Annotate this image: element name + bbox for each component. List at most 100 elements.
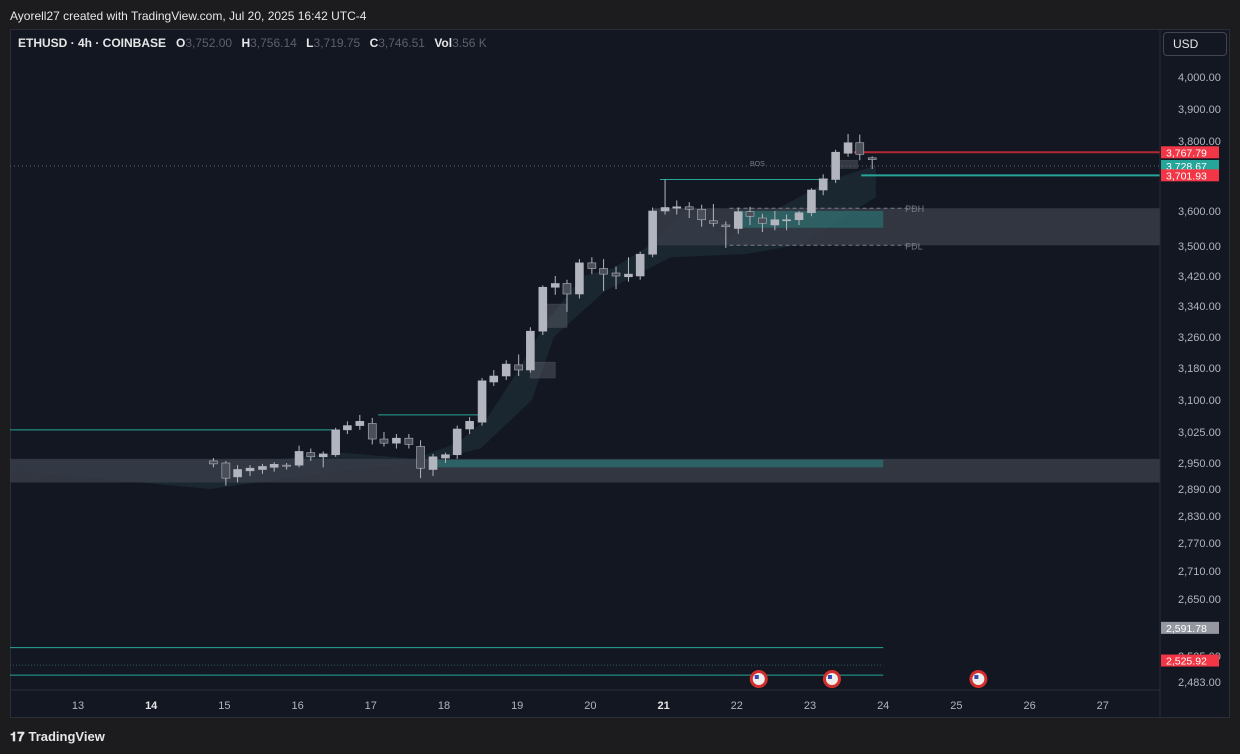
candle-body (782, 219, 791, 222)
price-badge-label: 2,591.78 (1166, 623, 1207, 635)
candle-body (794, 212, 804, 221)
candle-body (624, 273, 633, 278)
y-tick-label: 3,100.00 (1178, 395, 1221, 407)
y-tick-label: 3,900.00 (1178, 104, 1221, 116)
y-tick-label: 3,420.00 (1178, 271, 1221, 283)
candle-body (770, 219, 780, 226)
price-badge (1161, 159, 1219, 172)
candle-body (416, 446, 425, 469)
y-tick-label: 4,000.00 (1178, 72, 1221, 84)
candle-body (684, 206, 694, 210)
x-tick-label: 27 (1097, 700, 1109, 712)
zones-layer (10, 159, 1160, 489)
candle-body (294, 451, 304, 466)
annotation-bos: BOS (750, 161, 765, 168)
y-tick-label: 2,830.00 (1178, 511, 1221, 523)
candle-body (538, 286, 548, 332)
x-tick-label: 18 (438, 700, 450, 712)
candle-body (599, 268, 608, 275)
candle-body (477, 380, 487, 423)
high-value: 3,756.14 (250, 36, 297, 50)
x-tick-label: 19 (511, 700, 523, 712)
candle-body (501, 363, 511, 377)
candle-body (514, 364, 523, 371)
candle-body (282, 464, 291, 467)
candle-body (428, 456, 438, 470)
candle-body (221, 462, 231, 479)
trail-envelope (10, 165, 876, 489)
footer-brand[interactable]: 𝟏𝟕 TradingView (10, 729, 105, 745)
close-label: C (369, 36, 379, 50)
candle-body (660, 207, 670, 212)
candle-body (697, 208, 706, 221)
grid-layer: BOS PDH PDL (10, 151, 1160, 676)
candle-body (672, 206, 682, 209)
candle-body (465, 421, 474, 430)
us-flag-icon-canton (974, 675, 979, 679)
candle-body (855, 142, 865, 155)
low-value: 3,719.75 (313, 36, 361, 50)
x-tick-label: 23 (804, 700, 816, 712)
annotation-pdl: PDL (905, 241, 923, 251)
y-tick-label: 2,710.00 (1178, 566, 1221, 578)
chart-frame (10, 29, 1230, 718)
y-tick-label: 2,483.00 (1178, 677, 1221, 689)
close-value: 3,746.51 (378, 36, 425, 50)
y-tick-label: 2,890.00 (1178, 484, 1221, 496)
price-badge-label: 3,701.93 (1166, 170, 1207, 182)
price-badge (1161, 654, 1219, 667)
y-tick-label: 3,025.00 (1178, 427, 1221, 439)
candle-body (318, 453, 328, 458)
candle-body (245, 467, 255, 472)
candle-body (587, 262, 597, 269)
candle-body (818, 178, 828, 191)
x-tick-label: 21 (657, 700, 669, 712)
price-badge-label: 2,525.92 (1166, 656, 1207, 668)
price-badge (1161, 146, 1219, 159)
candle-body (635, 253, 645, 277)
us-flag-icon-canton (827, 675, 832, 679)
candle-body (709, 220, 718, 224)
candle-body (867, 157, 877, 160)
x-tick-label: 13 (72, 700, 84, 712)
candle-body (269, 463, 279, 468)
symbol-name[interactable]: ETHUSD · 4h · COINBASE (18, 36, 167, 50)
axes-layer: 4,000.00 3,900.00 3,800.00 3,600.00 3,500.00… (10, 29, 1221, 718)
candle-body (733, 211, 743, 229)
candle-body (379, 438, 389, 444)
candle-body (452, 428, 462, 456)
candle-body (575, 262, 584, 295)
candle-body (807, 189, 816, 214)
x-tick-label: 24 (877, 700, 889, 712)
candle-body (367, 423, 377, 440)
x-tick-label: 26 (1023, 700, 1035, 712)
candle-body (258, 466, 267, 470)
y-tick-label: 3,500.00 (1178, 241, 1221, 253)
candle-body (745, 211, 755, 217)
candle-body (306, 452, 316, 458)
candle-body (404, 437, 414, 445)
y-tick-label: 3,340.00 (1178, 301, 1221, 313)
candle-body (343, 425, 352, 431)
x-tick-label: 20 (584, 700, 596, 712)
us-flag-icon-canton (754, 675, 759, 679)
currency-button[interactable]: USD (1163, 32, 1227, 56)
open-value: 3,752.00 (185, 36, 233, 50)
annotation-pdh: PDH (905, 204, 924, 214)
y-tick-label: 3,800.00 (1178, 136, 1221, 148)
demand-zone-lower (429, 459, 884, 468)
volume-label: Vol (434, 36, 453, 50)
price-badge (1161, 169, 1219, 182)
y-tick-label: 2,770.00 (1178, 538, 1221, 550)
footer-brand-text: TradingView (28, 729, 105, 744)
x-tick-label: 16 (291, 700, 303, 712)
candle-body (355, 421, 365, 426)
price-badge (1161, 621, 1219, 634)
candle-body (331, 429, 340, 456)
price-chart[interactable]: BOS PDH PDL 4,000.00 3,900.00 3,800.00 3,600.… (10, 29, 1230, 718)
symbol-legend: ETHUSD · 4h · COINBASE O3,752.00 H3,756.… (18, 36, 493, 50)
candle-body (648, 210, 657, 255)
y-tick-label: 3,600.00 (1178, 206, 1221, 218)
x-tick-label: 17 (365, 700, 377, 712)
chart-attribution: Ayorell27 created with TradingView.com, … (10, 9, 367, 23)
